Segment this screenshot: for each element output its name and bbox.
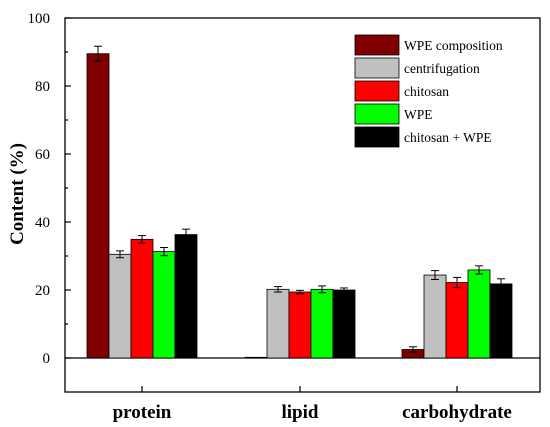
error-bar <box>431 270 439 280</box>
bar-wpe-protein <box>152 251 176 359</box>
legend-item: chitosan <box>354 80 449 102</box>
x-tick-label: carbohydrate <box>402 402 512 423</box>
bar-wpe-lipid <box>310 288 334 359</box>
error-bar <box>274 286 282 293</box>
x-axis-ticks: protein lipid carbohydrate <box>113 386 512 423</box>
error-bar <box>340 287 348 293</box>
error-bar <box>116 250 124 259</box>
error-bars <box>94 45 505 353</box>
error-bar <box>296 289 304 295</box>
error-bar <box>497 278 505 290</box>
bar-wpe-composition-protein <box>86 53 110 359</box>
legend-item: WPE composition <box>354 34 503 56</box>
bar-centrifugation-lipid <box>266 288 290 359</box>
legend-swatch <box>354 126 400 148</box>
bar-centrifugation-carbohydrate <box>423 274 447 359</box>
bar-chitosan-carbohydrate <box>445 282 469 359</box>
bar-chitosan-wpe-carbohydrate <box>489 283 513 359</box>
error-bar <box>475 265 483 275</box>
error-bar <box>409 346 417 353</box>
legend-label: chitosan + WPE <box>404 130 492 145</box>
bar-chitosan-wpe-protein <box>174 234 198 359</box>
y-tick-label: 60 <box>35 147 50 163</box>
error-bar <box>453 276 461 289</box>
error-bar <box>182 228 190 241</box>
legend-swatch <box>354 103 400 125</box>
legend-label: WPE composition <box>404 38 503 53</box>
x-tick-label: lipid <box>282 402 319 423</box>
legend-swatch <box>354 80 400 102</box>
y-axis-label: Content (%) <box>7 143 28 245</box>
legend-swatch <box>354 57 400 79</box>
bar-wpe-composition-lipid <box>244 356 268 359</box>
legend-label: WPE <box>404 107 433 122</box>
y-tick-label: 0 <box>43 351 51 367</box>
y-tick-label: 80 <box>35 79 50 95</box>
legend: WPE composition centrifugation chitosan WPE… <box>354 34 503 148</box>
plot-border <box>64 17 541 393</box>
bar-chitosan-protein <box>130 238 154 359</box>
legend-item: chitosan + WPE <box>354 126 492 148</box>
legend-label: centrifugation <box>404 61 480 76</box>
y-tick-label: 40 <box>35 215 50 231</box>
bar-chitosan-lipid <box>288 291 312 359</box>
error-bar <box>94 45 102 62</box>
bar-centrifugation-protein <box>108 253 132 359</box>
y-axis-ticks: 0 20 40 60 80 100 <box>28 11 71 367</box>
legend-label: chitosan <box>404 84 449 99</box>
bar-chitosan-wpe-lipid <box>332 289 356 359</box>
error-bar <box>138 235 146 244</box>
legend-item: WPE <box>354 103 433 125</box>
error-bar <box>160 247 168 257</box>
legend-swatch <box>354 34 400 56</box>
legend-item: centrifugation <box>354 57 480 79</box>
x-tick-label: protein <box>113 402 172 423</box>
bar-wpe-carbohydrate <box>467 269 491 359</box>
error-bar <box>318 285 326 294</box>
y-tick-label: 20 <box>35 283 50 299</box>
y-tick-label: 100 <box>28 11 51 27</box>
bars <box>86 53 513 359</box>
